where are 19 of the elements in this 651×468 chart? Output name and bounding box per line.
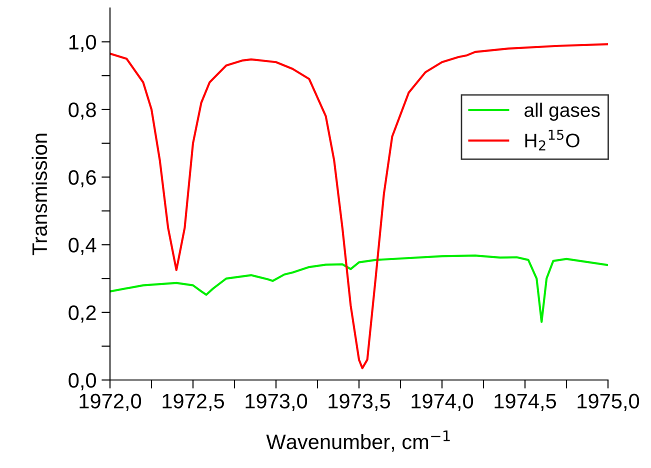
x-tick-label: 1973,0	[246, 394, 308, 411]
x-axis-title: Wavenumber, cm$^{−1}$	[266, 430, 450, 452]
x-tick-label: 1973,5	[328, 394, 390, 411]
x-tick-label: 1972,0	[80, 394, 142, 411]
line-series	[110, 254, 608, 323]
y-tick-label: 0,2	[68, 305, 96, 323]
legend-label: H$_{2}$$^{15}$O	[525, 130, 580, 150]
legend-label: all gases	[524, 102, 600, 121]
line-series	[110, 43, 608, 370]
x-tick-label: 1972,5	[162, 394, 224, 411]
x-tick-label: 1974,5	[494, 394, 556, 411]
y-tick-label: 0,8	[68, 102, 96, 120]
y-tick-label: 1,0	[69, 34, 96, 52]
y-tick-label: 0,0	[68, 373, 96, 390]
y-tick-label: 0,4	[68, 238, 96, 255]
x-tick-label: 1975,0	[578, 394, 640, 411]
x-tick-label: 1974,0	[412, 394, 474, 411]
y-axis-title: Transmission	[32, 134, 48, 256]
y-tick-label: 0,6	[68, 170, 96, 188]
